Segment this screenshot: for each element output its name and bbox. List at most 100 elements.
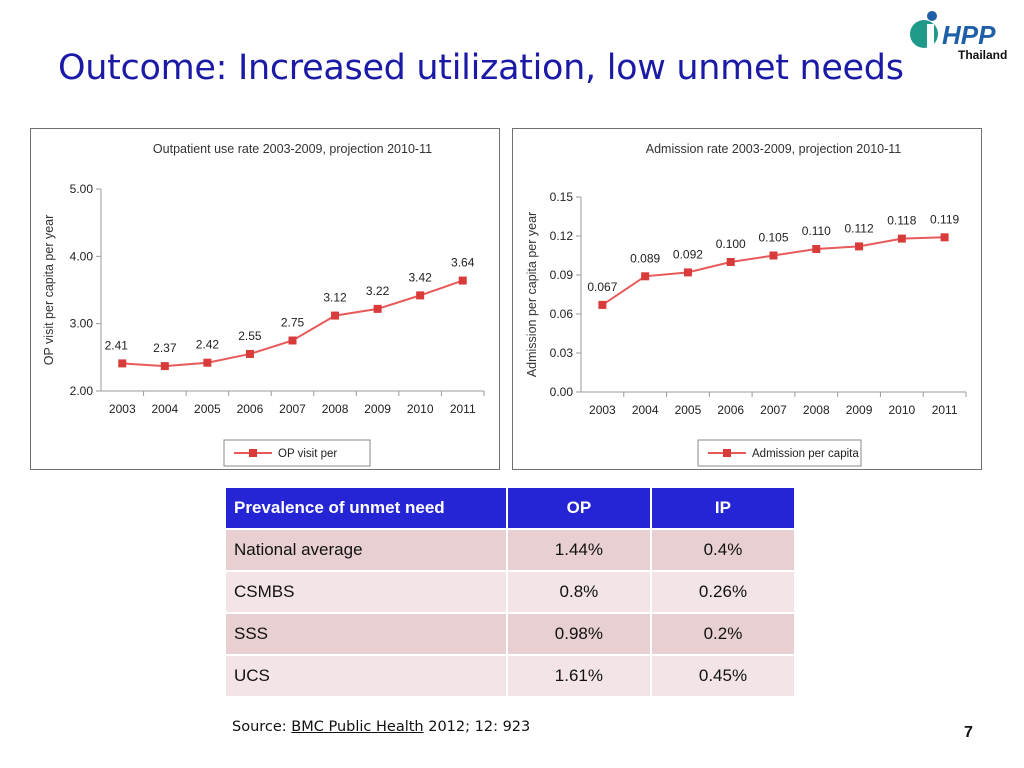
row-name: SSS — [226, 612, 508, 654]
op-x-tick-label: 2004 — [151, 402, 178, 416]
op-x-tick-label: 2003 — [109, 402, 136, 416]
op-chart-title: Outpatient use rate 2003-2009, projectio… — [153, 142, 432, 156]
op-data-label: 3.42 — [408, 270, 432, 284]
ip-x-tick-label: 2003 — [589, 403, 616, 417]
ip-data-label: 0.112 — [844, 221, 873, 235]
op-data-label: 3.64 — [451, 256, 475, 270]
table-row: SSS 0.98% 0.2% — [226, 612, 794, 654]
row-ip: 0.45% — [651, 654, 794, 696]
op-x-tick-label: 2005 — [194, 402, 221, 416]
ip-y-axis-label: Admission per capita per year — [525, 212, 539, 377]
ip-x-tick-label: 2004 — [632, 403, 659, 417]
op-y-tick-label: 2.00 — [70, 384, 94, 398]
op-x-tick-label: 2010 — [407, 402, 434, 416]
op-x-tick-label: 2008 — [322, 402, 349, 416]
op-data-point — [288, 336, 297, 345]
op-data-label: 2.42 — [196, 338, 220, 352]
op-y-tick-label: 4.00 — [70, 249, 94, 263]
op-data-label: 2.41 — [105, 338, 129, 352]
ip-x-tick-label: 2008 — [803, 403, 830, 417]
ip-x-tick-label: 2011 — [932, 403, 958, 417]
ip-series-line — [601, 236, 945, 306]
op-data-point — [203, 358, 212, 367]
ip-x-tick-label: 2006 — [717, 403, 744, 417]
ip-x-tick-label: 2007 — [760, 403, 787, 417]
ip-legend-label: Admission per capita — [752, 448, 859, 460]
table-row: UCS 1.61% 0.45% — [226, 654, 794, 696]
header-ip: IP — [651, 488, 794, 528]
ip-y-tick-label: 0.12 — [550, 229, 574, 243]
op-x-tick-label: 2011 — [450, 402, 476, 416]
unmet-need-table: Prevalence of unmet need OP IP National … — [226, 488, 794, 696]
ip-y-tick-label: 0.00 — [550, 385, 574, 399]
ip-data-label: 0.100 — [716, 237, 746, 251]
ip-data-point — [683, 268, 692, 277]
ip-data-label: 0.105 — [758, 231, 788, 245]
ip-data-label: 0.119 — [930, 212, 959, 226]
row-op: 0.98% — [507, 612, 652, 654]
op-y-axis-label: OP visit per capita per year — [42, 215, 56, 366]
ip-legend-marker — [723, 449, 731, 457]
row-name: National average — [226, 528, 508, 570]
op-chart-panel: Outpatient use rate 2003-2009, projectio… — [30, 128, 500, 470]
ip-data-point — [812, 245, 821, 253]
logo-text: HPP — [942, 20, 996, 50]
source-prefix: Source: — [232, 719, 292, 735]
slide-title: Outcome: Increased utilization, low unme… — [58, 48, 904, 88]
row-op: 1.44% — [507, 528, 652, 570]
ip-data-label: 0.092 — [673, 247, 703, 261]
ip-data-label: 0.118 — [887, 214, 916, 228]
header-op: OP — [507, 488, 652, 528]
row-op: 0.8% — [507, 570, 652, 612]
op-data-point — [118, 359, 127, 368]
op-legend-label: OP visit per — [278, 448, 337, 460]
ip-y-tick-label: 0.03 — [550, 346, 574, 360]
op-y-tick-label: 5.00 — [70, 182, 94, 196]
op-legend-marker — [249, 449, 257, 457]
op-data-point — [245, 349, 254, 358]
ip-x-tick-label: 2005 — [675, 403, 702, 417]
op-data-label: 2.75 — [281, 316, 305, 330]
op-data-label: 3.22 — [366, 284, 390, 298]
table-row: CSMBS 0.8% 0.26% — [226, 570, 794, 612]
row-ip: 0.26% — [651, 570, 794, 612]
ip-y-tick-label: 0.09 — [550, 268, 574, 282]
ip-chart-title: Admission rate 2003-2009, projection 201… — [646, 142, 902, 156]
ip-data-point — [940, 233, 949, 242]
op-data-point — [373, 304, 382, 313]
op-x-tick-label: 2006 — [237, 402, 264, 416]
ip-x-tick-label: 2009 — [846, 403, 873, 417]
ip-x-tick-label: 2010 — [888, 403, 915, 417]
op-data-point — [331, 311, 340, 320]
op-data-point — [416, 291, 425, 300]
logo-dot-icon — [927, 11, 937, 21]
row-name: UCS — [226, 654, 508, 696]
op-data-label: 2.55 — [238, 329, 262, 343]
ip-data-point — [726, 258, 735, 266]
source-link[interactable]: BMC Public Health — [291, 719, 424, 735]
op-data-label: 2.37 — [153, 341, 177, 355]
source-citation: Source: BMC Public Health 2012; 12: 923 — [232, 719, 530, 735]
header-prevalence: Prevalence of unmet need — [226, 488, 508, 528]
row-ip: 0.4% — [651, 528, 794, 570]
row-name: CSMBS — [226, 570, 508, 612]
op-x-tick-label: 2009 — [364, 402, 391, 416]
ihpp-logo: HPP Thailand — [908, 6, 1020, 66]
op-data-point — [160, 362, 169, 371]
ip-data-point — [897, 234, 906, 243]
page-number: 7 — [964, 724, 973, 741]
op-x-tick-label: 2007 — [279, 402, 306, 416]
ip-data-point — [769, 251, 778, 260]
row-op: 1.61% — [507, 654, 652, 696]
ip-data-label: 0.110 — [802, 224, 831, 238]
row-ip: 0.2% — [651, 612, 794, 654]
table-row: National average 1.44% 0.4% — [226, 528, 794, 570]
op-chart: Outpatient use rate 2003-2009, projectio… — [42, 142, 485, 467]
source-suffix: 2012; 12: 923 — [423, 719, 531, 735]
op-data-point — [458, 276, 467, 285]
logo-subtext: Thailand — [958, 48, 1007, 62]
ip-y-tick-label: 0.06 — [550, 307, 574, 321]
ip-data-label: 0.089 — [630, 251, 660, 265]
op-data-label: 3.12 — [323, 291, 347, 305]
ip-data-point — [641, 272, 650, 281]
